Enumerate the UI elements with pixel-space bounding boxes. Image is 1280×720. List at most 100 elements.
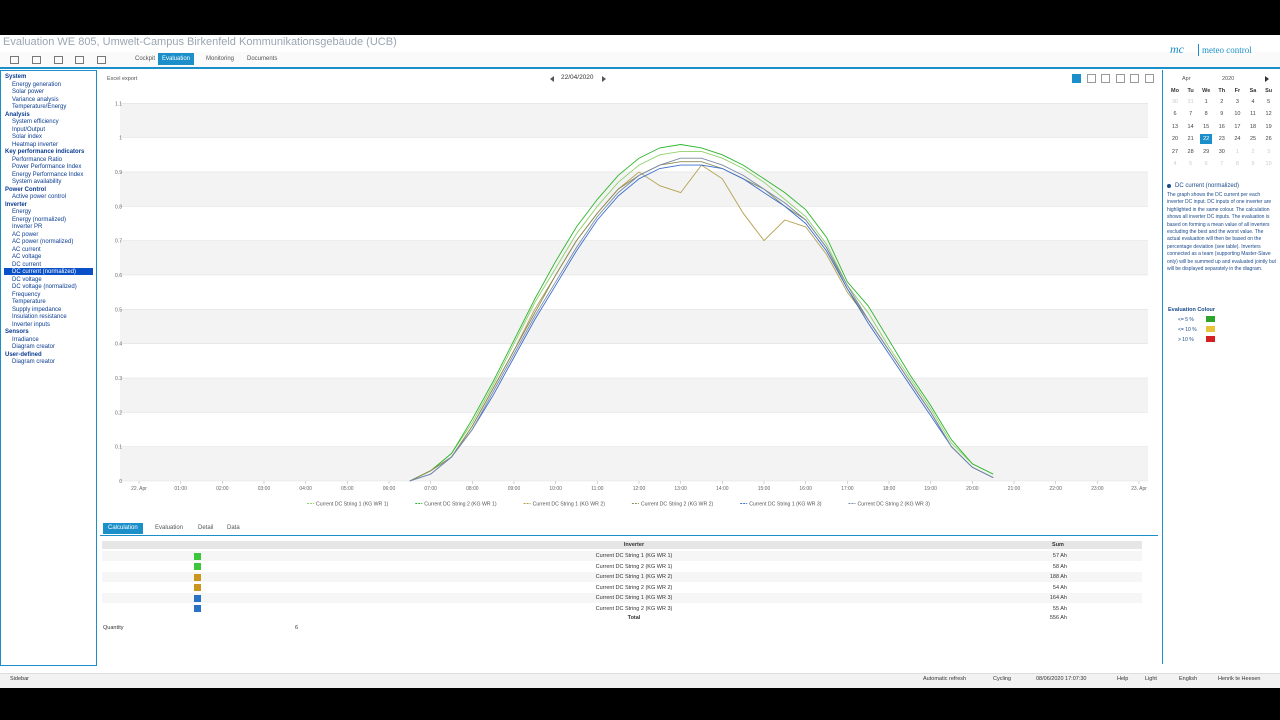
nav-icon[interactable]	[75, 56, 84, 64]
sidebar-item[interactable]: Supply impedance	[12, 306, 62, 313]
calendar-day[interactable]: 2	[1220, 99, 1224, 105]
calendar-day[interactable]: 19	[1265, 123, 1272, 130]
month-select[interactable]: Apr	[1182, 76, 1191, 82]
calendar-day[interactable]: 4	[1173, 161, 1177, 167]
calendar-day[interactable]: 30	[1218, 148, 1225, 155]
sidebar-item[interactable]: System availability	[12, 179, 62, 185]
status-item[interactable]: Light	[1145, 676, 1157, 682]
sidebar-item[interactable]: Insulation resistance	[12, 314, 67, 320]
calendar-day[interactable]: 10	[1265, 161, 1272, 167]
calendar-day[interactable]: 22	[1203, 136, 1210, 143]
sidebar-item[interactable]: Active power control	[12, 194, 67, 200]
calendar-day[interactable]: 25	[1249, 136, 1257, 143]
table-tab[interactable]: Detail	[198, 525, 214, 531]
sidebar-item[interactable]: Solar power	[12, 89, 45, 95]
sidebar-item[interactable]: Diagram creator	[12, 344, 56, 350]
calendar-day[interactable]: 27	[1171, 148, 1179, 155]
table-tab[interactable]: Data	[227, 525, 240, 531]
view-button[interactable]	[1116, 74, 1125, 83]
calendar-day[interactable]: 31	[1187, 99, 1194, 105]
sidebar-item[interactable]: Inverter inputs	[12, 321, 51, 328]
calendar-day[interactable]: 16	[1218, 123, 1225, 130]
calendar-day[interactable]: 11	[1250, 111, 1256, 118]
calendar-day[interactable]: 7	[1189, 111, 1193, 118]
calendar-day[interactable]: 9	[1251, 161, 1255, 167]
nav-tab[interactable]: Cockpit	[135, 56, 156, 62]
nav-tab[interactable]: Monitoring	[206, 56, 235, 62]
calendar-day[interactable]: 24	[1234, 136, 1241, 143]
status-item[interactable]: Help	[1117, 676, 1129, 682]
sidebar-toggle[interactable]: Sidebar	[10, 676, 29, 682]
sidebar-item[interactable]: DC voltage	[12, 276, 42, 283]
nav-tab[interactable]: Documents	[247, 56, 278, 62]
sidebar-item[interactable]: Energy generation	[12, 81, 62, 88]
calendar-day[interactable]: 17	[1234, 123, 1241, 130]
nav-icon[interactable]	[10, 56, 19, 64]
calendar-day[interactable]: 21	[1187, 136, 1194, 143]
sidebar-item[interactable]: Energy	[12, 209, 32, 215]
status-item[interactable]: Automatic refresh	[923, 676, 967, 682]
sidebar-item[interactable]: Heatmap inverter	[12, 141, 59, 148]
calendar-day[interactable]: 8	[1235, 161, 1239, 167]
calendar-day[interactable]: 29	[1203, 148, 1210, 155]
nav-tab[interactable]: Evaluation	[158, 53, 195, 65]
calendar-day[interactable]: 13	[1171, 123, 1179, 130]
sidebar-item[interactable]: Diagram creator	[12, 359, 56, 365]
calendar-day[interactable]: 30	[1171, 99, 1179, 105]
sidebar-item[interactable]: Performance Ratio	[12, 156, 63, 163]
sidebar-item[interactable]: Variance analysis	[12, 96, 59, 103]
calendar-day[interactable]: 7	[1220, 161, 1224, 167]
sidebar-item[interactable]: Inverter PR	[12, 224, 43, 230]
calendar-day[interactable]: 2	[1251, 148, 1255, 155]
calendar-day[interactable]: 14	[1187, 123, 1194, 130]
sidebar-item[interactable]: Energy (normalized)	[12, 216, 67, 223]
sidebar-item[interactable]: DC current	[12, 261, 42, 268]
date-prev[interactable]	[550, 76, 554, 82]
month-next[interactable]	[1265, 76, 1269, 82]
year-select[interactable]: 2020	[1222, 76, 1235, 82]
sidebar-item[interactable]: Input/Output	[12, 126, 46, 133]
calendar-day[interactable]: 6	[1204, 161, 1208, 167]
calendar-day[interactable]: 5	[1267, 99, 1271, 105]
sidebar-item[interactable]: Solar index	[12, 134, 43, 140]
calendar-day[interactable]: 12	[1265, 111, 1272, 118]
view-button[interactable]	[1072, 74, 1081, 83]
sidebar-item[interactable]: DC voltage (normalized)	[12, 284, 77, 290]
sidebar-item[interactable]: Frequency	[12, 291, 41, 298]
sidebar-item[interactable]: DC current (normalized)	[12, 269, 77, 275]
calendar-day[interactable]: 20	[1171, 136, 1179, 143]
view-button[interactable]	[1130, 74, 1139, 83]
calendar-day[interactable]: 3	[1267, 148, 1271, 155]
calendar-day[interactable]: 28	[1187, 148, 1194, 155]
calendar-day[interactable]: 4	[1251, 99, 1255, 105]
calendar-day[interactable]: 9	[1220, 111, 1224, 118]
calendar-day[interactable]: 5	[1189, 161, 1193, 167]
sidebar-item[interactable]: AC power	[12, 231, 39, 238]
sidebar-item[interactable]: Temperature	[12, 299, 46, 305]
view-button[interactable]	[1087, 74, 1096, 83]
calendar-day[interactable]: 1	[1235, 148, 1239, 155]
date-display[interactable]: 22/04/2020	[561, 74, 594, 81]
view-button[interactable]	[1145, 74, 1154, 83]
calendar-day[interactable]: 1	[1204, 99, 1208, 105]
calendar-day[interactable]: 8	[1204, 111, 1208, 118]
sidebar-item[interactable]: AC voltage	[12, 254, 42, 260]
status-item[interactable]: Cycling	[993, 676, 1012, 682]
table-tab[interactable]: Calculation	[103, 523, 143, 534]
sidebar-item[interactable]: AC power (normalized)	[12, 239, 74, 245]
nav-icon[interactable]	[54, 56, 63, 64]
table-tab[interactable]: Evaluation	[155, 525, 184, 531]
sidebar-item[interactable]: AC current	[12, 246, 41, 253]
excel-export[interactable]: Excel export	[107, 76, 138, 82]
calendar-day[interactable]: 6	[1173, 111, 1177, 118]
calendar-day[interactable]: 18	[1249, 123, 1257, 130]
status-item[interactable]: English	[1179, 676, 1198, 682]
date-next[interactable]	[602, 76, 606, 82]
nav-icon[interactable]	[32, 56, 41, 64]
calendar-day[interactable]: 26	[1265, 136, 1272, 143]
calendar-day[interactable]: 3	[1235, 99, 1239, 105]
status-item[interactable]: 08/06/2020 17:07:30	[1036, 676, 1087, 682]
calendar-day[interactable]: 15	[1203, 123, 1210, 130]
nav-icon[interactable]	[97, 56, 106, 64]
sidebar-item[interactable]: Energy Performance Index	[12, 171, 84, 178]
